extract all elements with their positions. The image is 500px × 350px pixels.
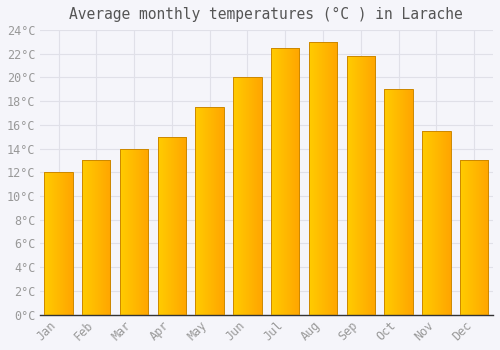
- Title: Average monthly temperatures (°C ) in Larache: Average monthly temperatures (°C ) in La…: [70, 7, 463, 22]
- Bar: [346, 56, 375, 315]
- Bar: [82, 160, 110, 315]
- Bar: [44, 172, 72, 315]
- Bar: [460, 160, 488, 315]
- Bar: [158, 137, 186, 315]
- Bar: [309, 42, 337, 315]
- Bar: [422, 131, 450, 315]
- Bar: [120, 149, 148, 315]
- Bar: [234, 77, 262, 315]
- Bar: [384, 89, 413, 315]
- Bar: [271, 48, 300, 315]
- Bar: [196, 107, 224, 315]
